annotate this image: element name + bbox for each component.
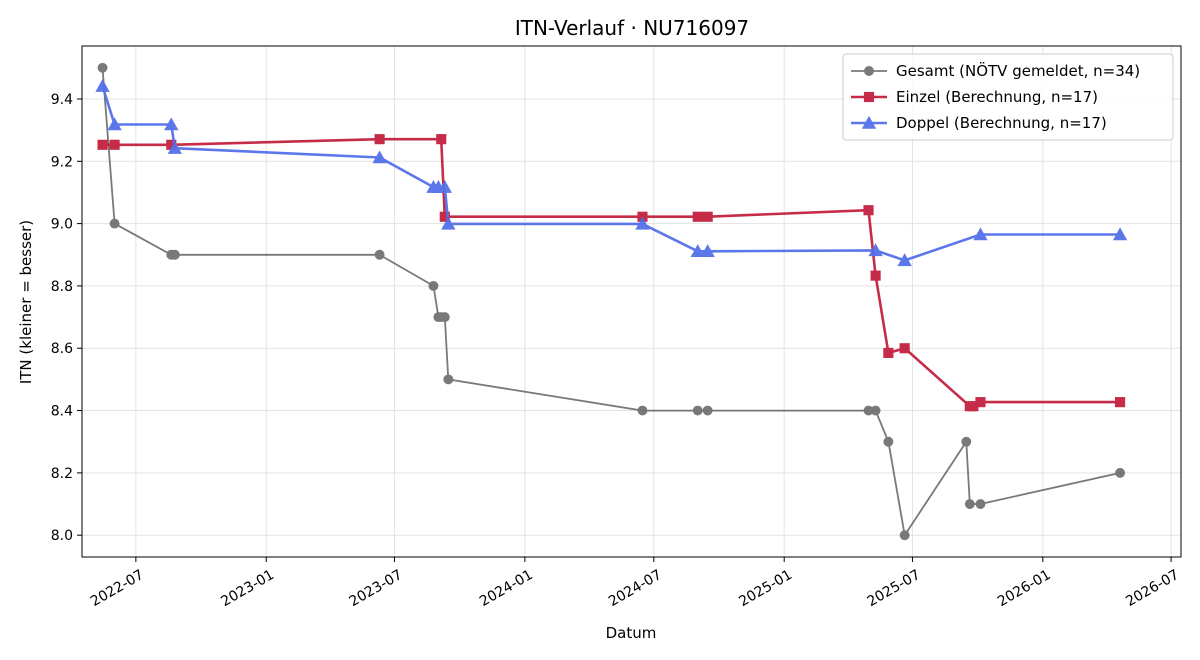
data-point — [637, 405, 648, 416]
legend-marker — [864, 66, 874, 76]
data-point — [372, 150, 387, 164]
legend-label: Doppel (Berechnung, n=17) — [896, 114, 1107, 132]
legend-label: Gesamt (NÖTV gemeldet, n=34) — [896, 61, 1140, 80]
data-point — [441, 216, 456, 230]
data-point — [167, 141, 182, 154]
data-point — [95, 79, 110, 92]
data-point — [439, 312, 450, 323]
data-point — [968, 401, 979, 412]
data-point — [883, 347, 894, 358]
data-point — [975, 397, 986, 408]
data-point — [443, 374, 454, 385]
data-point — [975, 499, 986, 509]
y-tick-label: 8.8 — [51, 279, 73, 295]
legend-marker — [861, 115, 877, 129]
y-tick-label: 9.2 — [51, 154, 73, 170]
data-point — [870, 405, 881, 416]
data-point — [97, 139, 108, 150]
data-point — [899, 343, 910, 354]
legend-label: Einzel (Berechnung, n=17) — [896, 88, 1098, 106]
data-point — [437, 179, 452, 193]
plot-frame — [81, 45, 1182, 558]
y-axis-ticks: 8.0 8.2 8.4 8.6 8.8 9.0 9.2 9.4 — [51, 92, 82, 544]
chart-series — [95, 62, 1128, 541]
data-point — [870, 270, 881, 281]
data-point — [1114, 397, 1126, 408]
chart-legend: Gesamt (NÖTV gemeldet, n=34) Einzel (Bere… — [842, 53, 1174, 141]
data-point — [164, 117, 179, 131]
data-point — [702, 405, 713, 416]
legend-box — [842, 53, 1174, 141]
data-point — [166, 139, 177, 150]
data-point — [169, 249, 180, 260]
data-point — [428, 280, 439, 291]
y-axis-label: ITN (kleiner = besser) — [17, 220, 35, 384]
data-point — [635, 216, 650, 230]
data-point — [863, 205, 874, 216]
data-point — [863, 405, 874, 416]
legend-item — [851, 91, 887, 103]
y-tick-label: 8.2 — [51, 466, 73, 482]
data-point — [973, 227, 988, 241]
data-point — [692, 405, 703, 416]
data-point — [109, 218, 120, 229]
data-point — [897, 253, 912, 267]
chart-title: ITN-Verlauf · NU716097 — [515, 16, 749, 40]
series-3 — [95, 79, 1128, 267]
data-point — [700, 244, 715, 258]
data-point — [1115, 467, 1126, 478]
y-tick-label: 8.4 — [51, 404, 73, 420]
y-tick-label: 9.0 — [51, 217, 73, 233]
legend-item — [851, 115, 887, 129]
data-point — [97, 62, 108, 73]
y-tick-label: 8.0 — [51, 528, 73, 544]
series-1 — [97, 62, 1126, 541]
data-point — [690, 244, 705, 258]
series-line — [101, 85, 1121, 262]
data-point — [702, 211, 713, 222]
data-point — [1112, 227, 1128, 241]
data-point — [109, 139, 120, 150]
data-point — [692, 211, 703, 222]
data-point — [436, 134, 447, 145]
data-point — [883, 436, 894, 447]
data-point — [899, 530, 910, 541]
data-point — [107, 117, 122, 131]
data-point — [868, 243, 883, 257]
data-point — [637, 211, 648, 222]
data-point — [374, 134, 385, 145]
data-point — [374, 249, 385, 260]
data-point — [964, 499, 975, 509]
y-tick-label: 9.4 — [51, 92, 73, 108]
legend-marker — [863, 91, 875, 103]
x-axis-label: Datum — [606, 624, 657, 642]
data-point — [439, 211, 450, 222]
legend-item — [851, 66, 887, 76]
data-point — [961, 436, 972, 447]
y-tick-label: 8.6 — [51, 341, 73, 357]
series-2 — [97, 134, 1126, 412]
